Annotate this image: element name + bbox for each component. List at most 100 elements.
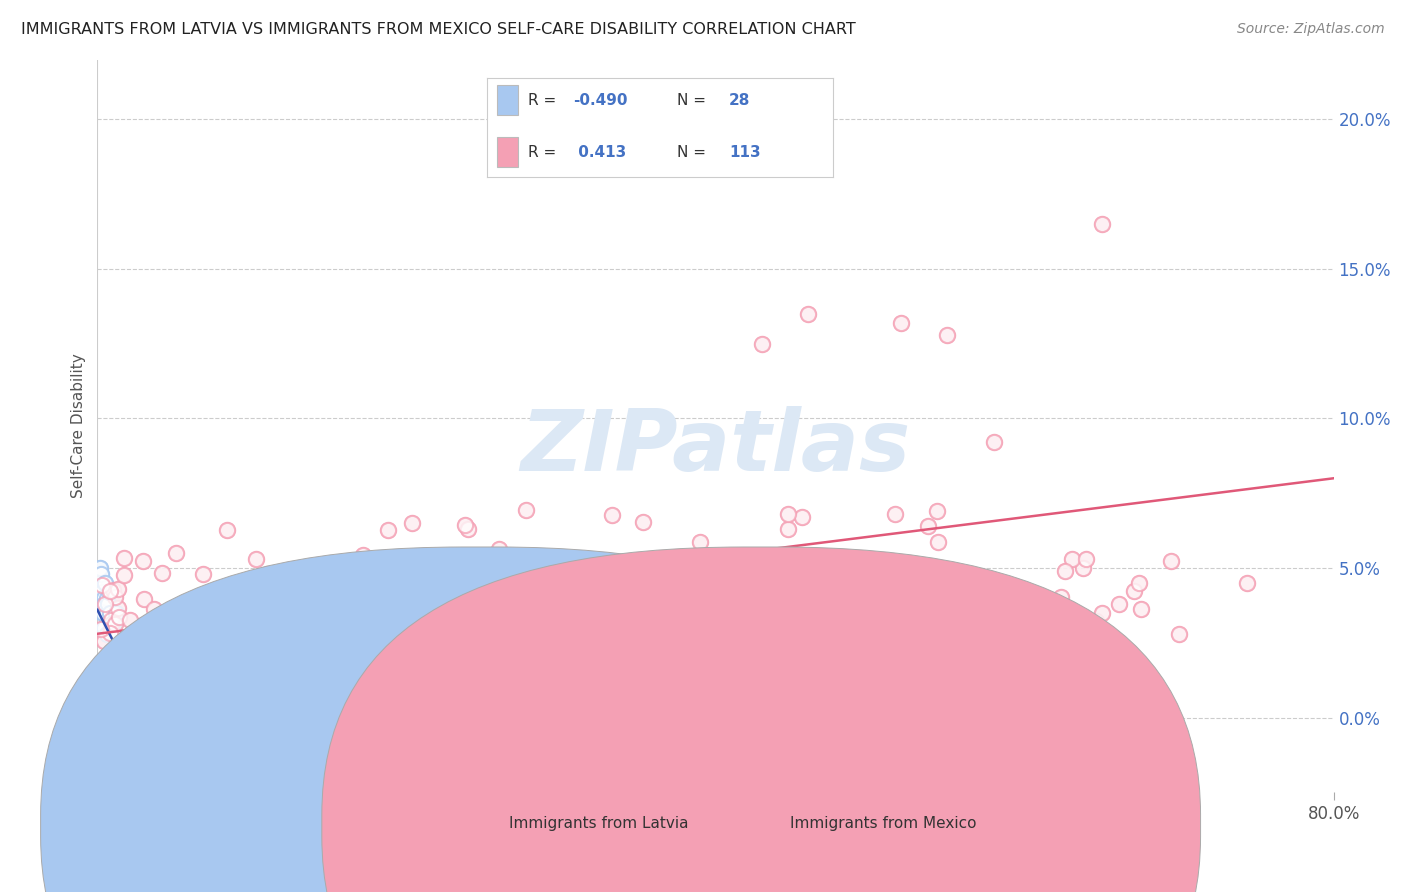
Point — [401, 516, 423, 531]
Point — [631, 515, 654, 529]
Point — [460, 556, 482, 570]
Point — [94, 576, 117, 591]
Point — [924, 595, 946, 609]
Point — [1054, 564, 1077, 578]
Point — [264, 568, 287, 582]
Point — [200, 620, 222, 634]
Point — [89, 561, 111, 575]
Point — [481, 565, 503, 579]
Point — [374, 583, 396, 598]
Point — [768, 591, 790, 605]
Point — [488, 542, 510, 557]
Point — [112, 550, 135, 565]
Point — [125, 734, 148, 748]
Point — [170, 608, 193, 623]
Point — [103, 583, 125, 598]
Point — [380, 585, 402, 599]
Point — [1084, 615, 1107, 629]
Point — [735, 650, 758, 665]
Point — [1071, 561, 1094, 575]
Point — [93, 621, 115, 635]
Point — [90, 566, 112, 581]
Point — [93, 633, 115, 648]
Point — [179, 596, 201, 610]
Point — [96, 606, 118, 620]
Point — [93, 591, 115, 605]
Point — [1108, 597, 1130, 611]
Point — [307, 574, 329, 588]
Point — [142, 601, 165, 615]
Point — [132, 554, 155, 568]
Point — [1129, 601, 1152, 615]
Point — [103, 615, 125, 629]
Point — [104, 606, 127, 620]
Point — [917, 518, 939, 533]
Point — [215, 523, 238, 537]
Point — [245, 552, 267, 566]
Point — [776, 552, 799, 566]
Point — [163, 613, 186, 627]
Point — [927, 535, 949, 549]
Point — [792, 509, 814, 524]
Point — [1160, 554, 1182, 568]
Point — [485, 574, 508, 588]
Point — [751, 336, 773, 351]
Point — [201, 616, 224, 631]
Point — [93, 633, 115, 648]
Point — [200, 620, 222, 634]
Point — [165, 546, 187, 560]
Point — [98, 584, 121, 599]
Point — [945, 574, 967, 588]
Point — [1236, 576, 1258, 591]
Point — [117, 716, 139, 731]
Point — [108, 610, 131, 624]
Point — [94, 621, 117, 635]
Point — [96, 606, 118, 620]
Point — [1129, 601, 1152, 615]
Point — [107, 601, 129, 615]
Point — [377, 523, 399, 537]
Point — [96, 627, 118, 641]
Point — [110, 650, 132, 665]
Point — [98, 625, 121, 640]
Point — [91, 606, 114, 620]
Point — [600, 508, 623, 522]
Point — [924, 595, 946, 609]
Point — [103, 629, 125, 643]
Point — [201, 616, 224, 631]
Point — [90, 622, 112, 636]
Point — [180, 605, 202, 619]
Point — [90, 566, 112, 581]
Point — [673, 636, 696, 650]
Point — [1168, 627, 1191, 641]
Point — [776, 523, 799, 537]
Point — [94, 597, 117, 611]
Point — [93, 597, 115, 611]
Point — [508, 572, 530, 586]
Point — [97, 597, 120, 611]
Point — [94, 597, 117, 611]
Point — [97, 597, 120, 611]
Text: Source: ZipAtlas.com: Source: ZipAtlas.com — [1237, 22, 1385, 37]
Point — [845, 589, 868, 603]
Point — [797, 307, 820, 321]
Point — [117, 716, 139, 731]
Point — [89, 576, 111, 591]
Point — [704, 157, 727, 171]
Point — [315, 585, 337, 599]
Point — [112, 550, 135, 565]
Point — [454, 599, 477, 614]
Point — [256, 592, 278, 607]
Point — [444, 608, 467, 623]
Point — [165, 546, 187, 560]
Point — [1123, 584, 1146, 599]
Point — [98, 625, 121, 640]
Point — [132, 592, 155, 607]
Point — [208, 601, 231, 615]
Point — [631, 515, 654, 529]
Point — [245, 552, 267, 566]
Point — [792, 509, 814, 524]
Point — [457, 522, 479, 536]
Point — [97, 585, 120, 599]
Point — [460, 556, 482, 570]
